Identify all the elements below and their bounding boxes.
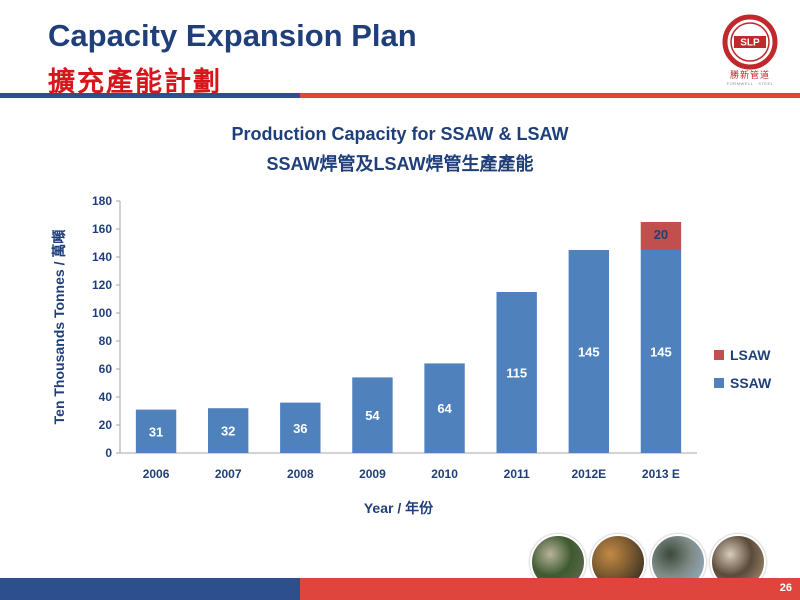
logo-subcaption: FORMWELL · STEEL [726,81,774,86]
bar-ssaw [352,377,393,453]
y-tick-label: 80 [99,334,113,348]
chart-subtitle: SSAW焊管及LSAW焊管生產產能 [266,154,534,174]
legend-item-lsaw: LSAW [714,344,771,366]
x-tick-label: 2009 [359,467,386,481]
x-tick-label: 2011 [504,467,530,481]
y-tick-label: 100 [92,306,112,320]
legend-label-ssaw: SSAW [730,375,772,391]
y-tick-label: 20 [99,418,113,432]
data-label-ssaw: 54 [365,408,380,423]
x-tick-label: 2012E [571,467,606,481]
legend-item-ssaw: SSAW [714,372,771,394]
y-tick-label: 40 [99,390,113,404]
header-rule-red [300,93,800,98]
logo-caption: 勝新管道 [729,71,770,81]
y-tick-label: 160 [92,222,112,236]
x-tick-label: 2010 [431,467,458,481]
y-axis-title: Ten Thousands Tonnes / 萬噸 [51,230,67,425]
page-number: 26 [779,582,792,594]
data-label-lsaw: 20 [654,227,668,242]
header-rule-blue [0,93,300,98]
bar-ssaw [280,402,321,453]
bar-ssaw [496,292,537,453]
data-label-ssaw: 32 [221,424,235,439]
x-tick-label: 2013 E [642,467,680,481]
slide-title-chinese: 擴充產能計劃 [48,67,222,98]
logo-badge-text: SLP [740,38,760,49]
bar-ssaw [424,363,465,453]
legend-swatch-lsaw [714,350,724,360]
data-label-ssaw: 145 [578,345,600,360]
legend-swatch-ssaw [714,378,724,388]
bar-ssaw [640,250,682,453]
y-tick-label: 60 [99,362,113,376]
slide-title: Capacity Expansion Plan [48,18,417,53]
legend-label-lsaw: LSAW [730,347,771,363]
data-label-ssaw: 64 [437,401,452,416]
data-label-ssaw: 115 [506,366,527,381]
data-label-ssaw: 145 [650,345,672,360]
y-tick-label: 120 [92,278,112,292]
y-tick-label: 140 [92,250,112,264]
x-tick-label: 2008 [287,467,314,481]
data-label-ssaw: 36 [293,421,307,436]
chart-legend: LSAW SSAW [714,344,771,400]
data-label-ssaw: 31 [149,424,163,439]
x-tick-label: 2007 [215,467,242,481]
bar-lsaw [640,222,682,250]
footer-bar-blue [0,578,300,600]
y-tick-label: 180 [92,194,112,208]
bar-ssaw [135,409,177,453]
chart-title: Production Capacity for SSAW & LSAW [231,124,569,144]
x-tick-label: 2006 [143,467,170,481]
footer-bar-red [300,578,800,600]
bar-ssaw [568,250,610,453]
x-axis-title: Year / 年份 [364,500,434,516]
company-logo: SLP [722,14,778,70]
bar-ssaw [207,408,249,453]
y-tick-label: 0 [105,446,112,460]
